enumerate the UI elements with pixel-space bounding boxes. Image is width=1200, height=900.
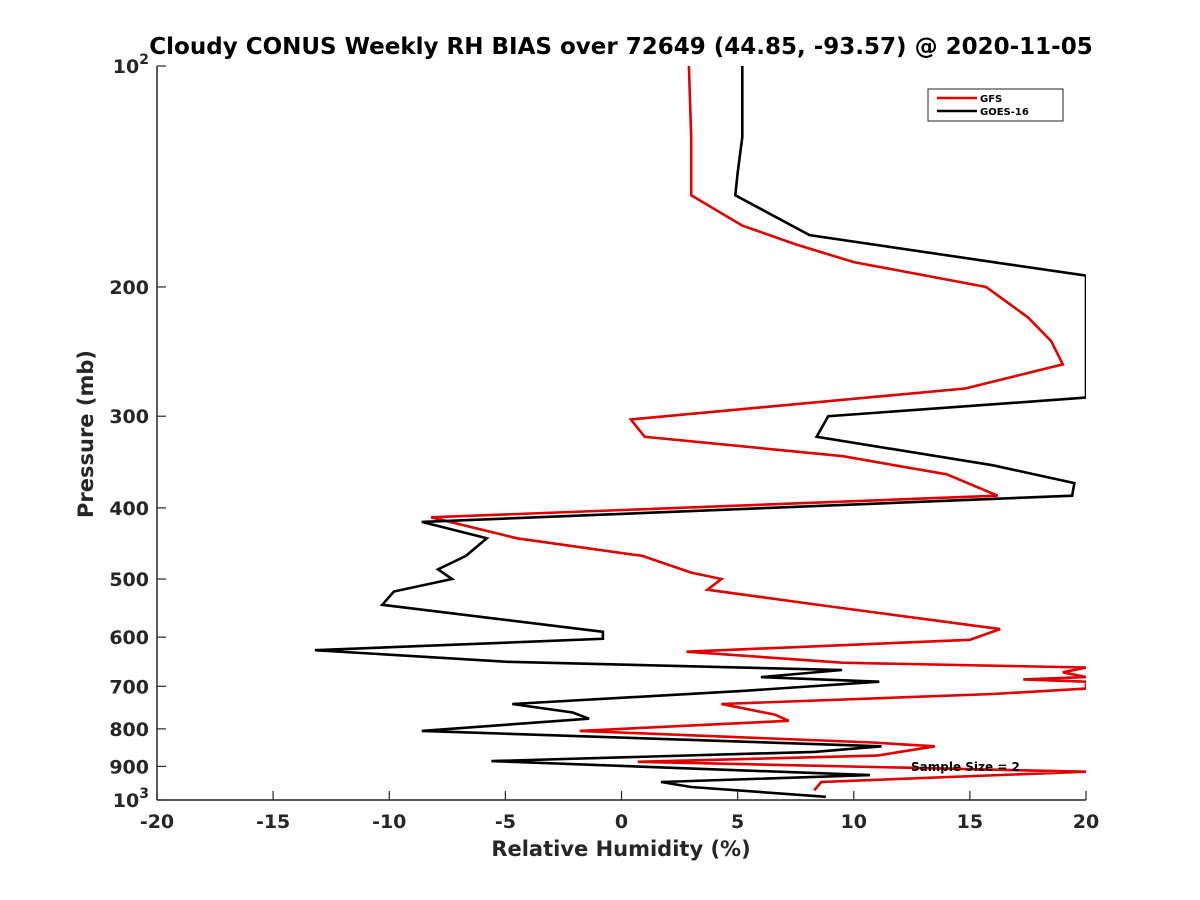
- x-tick-label: 10: [841, 811, 867, 833]
- legend-label-goes16: GOES-16: [980, 107, 1029, 118]
- legend-box: [927, 88, 1064, 122]
- y-tick-label: 900: [109, 756, 149, 778]
- x-tick-label: -10: [372, 811, 406, 833]
- x-ticks: -20 -15 -10 -5 0 5 10 15 20: [140, 791, 1099, 833]
- x-tick-label: 5: [731, 811, 744, 833]
- y-axis-label: Pressure (mb): [74, 350, 98, 518]
- x-tick-label: 20: [1073, 811, 1099, 833]
- x-tick-label: 0: [615, 811, 628, 833]
- y-tick-label: 200: [109, 277, 149, 299]
- legend-label-gfs: GFS: [980, 94, 1002, 105]
- y-tick-label: 103: [113, 786, 149, 812]
- y-tick-label: 102: [113, 52, 149, 78]
- y-tick-label: 300: [109, 406, 149, 428]
- y-ticks: 102 200 300 400 500 600 700 800 900 103: [109, 52, 166, 812]
- y-tick-label: 500: [109, 569, 149, 591]
- y-tick-label: 600: [109, 627, 149, 649]
- series-line-goes16: [314, 66, 1086, 799]
- x-tick-label: -5: [495, 811, 516, 833]
- chart-title: Cloudy CONUS Weekly RH BIAS over 72649 (…: [149, 34, 1092, 60]
- series-line-gfs: [430, 66, 1086, 792]
- y-tick-label: 700: [109, 676, 149, 698]
- y-tick-label: 400: [109, 498, 149, 520]
- x-tick-label: -20: [140, 811, 174, 833]
- x-axis-label: Relative Humidity (%): [491, 837, 750, 861]
- y-tick-label: 800: [109, 719, 149, 741]
- sample-size-annotation: Sample Size = 2: [911, 760, 1020, 774]
- x-tick-label: 15: [957, 811, 983, 833]
- series-layer: [314, 66, 1086, 799]
- legend: GFS GOES-16: [927, 88, 1064, 122]
- x-tick-label: -15: [256, 811, 290, 833]
